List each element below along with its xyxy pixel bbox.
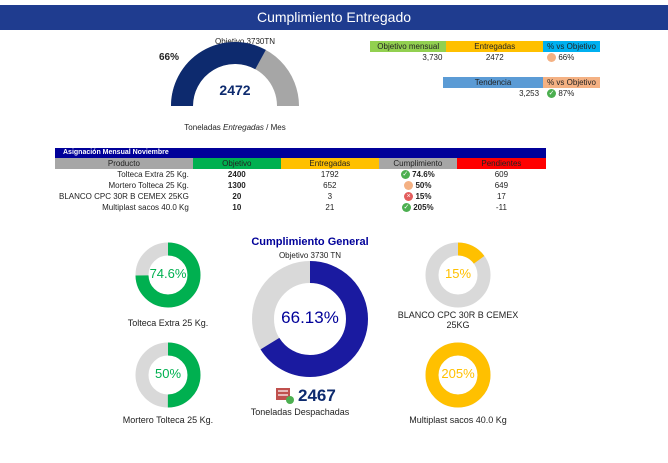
trend-table: Tendencia % vs Objetivo 3,253 ✓ 87% xyxy=(443,77,600,99)
general-value: 2467 xyxy=(298,386,336,405)
gauge-objective-label: Objetivo 3730TN xyxy=(214,37,276,46)
check-status-icon: ✓ xyxy=(547,89,557,99)
gauge-value-arc xyxy=(171,42,266,107)
trend-header: Tendencia xyxy=(443,77,544,88)
donut-tolteca-extra-pct: 74.6% xyxy=(149,266,187,281)
general-objective-label: Objetivo 3730 TN xyxy=(278,251,342,260)
page-title: Cumplimiento Entregado xyxy=(256,9,412,25)
page-banner: Cumplimiento Entregado xyxy=(0,5,668,30)
table-row: Multiplast sacos 40.0 Kg 10 21 ✓ 205% -11 xyxy=(55,202,546,213)
product-pending: -11 xyxy=(495,203,507,212)
product-name: Multiplast sacos 40.0 Kg xyxy=(102,203,189,212)
col-header-compliance: Cumplimiento xyxy=(378,158,457,169)
assignment-table: Producto Objetivo Entregadas Cumplimient… xyxy=(55,158,546,213)
donut-mortero-pct: 50% xyxy=(154,366,182,381)
trend-pct-value: 87% xyxy=(558,89,575,98)
donut-tolteca-extra xyxy=(135,242,201,308)
table-row: Mortero Tolteca 25 Kg. 1300 652 50% 649 xyxy=(55,180,546,191)
product-delivered: 3 xyxy=(327,192,333,201)
product-name: Mortero Tolteca 25 Kg. xyxy=(108,181,189,190)
product-pending: 609 xyxy=(494,170,509,179)
general-donut-chart xyxy=(252,261,368,377)
gauge-caption-pre: Toneladas xyxy=(184,123,223,132)
product-pct: 50% xyxy=(415,181,432,190)
table-row: BLANCO CPC 30R B CEMEX 25KG 20 3 × 15% 17 xyxy=(55,191,546,202)
col-header-pending: Pendientes xyxy=(456,158,546,169)
summary-delivered-value: 2472 xyxy=(485,53,504,62)
trend-value: 3,253 xyxy=(519,89,540,98)
summary-objective-value: 3,730 xyxy=(422,53,443,62)
col-header-objective: Objetivo xyxy=(192,158,281,169)
gauge-value: 2472 xyxy=(219,82,251,98)
product-name: Tolteca Extra 25 Kg. xyxy=(117,170,189,179)
summary-header-objective: Objetivo mensual xyxy=(370,41,447,52)
col-header-product: Producto xyxy=(55,158,193,169)
product-objective: 2400 xyxy=(227,170,246,179)
gauge-caption: Toneladas Entregadas / Mes xyxy=(172,123,298,132)
trend-pct-header: % vs Objetivo xyxy=(543,77,600,88)
donut-blanco-label-line1: BLANCO CPC 30R B CEMEX xyxy=(397,310,519,320)
product-pending: 17 xyxy=(496,192,506,201)
col-header-delivered: Entregadas xyxy=(280,158,379,169)
product-delivered: 652 xyxy=(323,181,337,190)
donut-value-arc xyxy=(425,242,491,308)
summary-table: Objetivo mensual Entregadas % vs Objetiv… xyxy=(370,41,600,63)
truck-report-icon xyxy=(276,388,294,404)
summary-header-pct: % vs Objetivo xyxy=(543,41,600,52)
donut-value-arc xyxy=(135,242,201,308)
product-delivered: 21 xyxy=(325,203,335,212)
gauge-chart xyxy=(171,42,299,107)
donut-multiplast-label: Multiplast sacos 40.0 Kg xyxy=(409,415,507,425)
donut-blanco-pct: 15% xyxy=(444,266,472,281)
summary-header-delivered: Entregadas xyxy=(446,41,544,52)
product-objective: 1300 xyxy=(227,181,246,190)
product-objective: 20 xyxy=(232,192,242,201)
donut-blanco-label: BLANCO CPC 30R B CEMEX 25KG xyxy=(378,310,538,330)
error-status-icon: × xyxy=(404,192,414,202)
donut-mortero xyxy=(135,342,201,408)
donut-tolteca-extra-label: Tolteca Extra 25 Kg. xyxy=(127,318,209,328)
donut-value-arc xyxy=(135,342,201,408)
donut-mortero-label: Mortero Tolteca 25 Kg. xyxy=(122,415,214,425)
table-row: Tolteca Extra 25 Kg. 2400 1792 ✓ 74.6% 609 xyxy=(55,169,546,180)
check-status-icon: ✓ xyxy=(401,203,411,213)
gauge-percent-label: 66% xyxy=(159,52,180,63)
check-status-icon: ✓ xyxy=(400,170,410,180)
warning-status-icon xyxy=(547,53,557,63)
product-name: BLANCO CPC 30R B CEMEX 25KG xyxy=(59,192,189,201)
general-title: Cumplimiento General xyxy=(251,236,369,248)
assignment-title: Asignación Mensual Noviembre xyxy=(55,148,546,158)
product-pending: 649 xyxy=(494,181,509,190)
donut-blanco xyxy=(425,242,491,308)
product-pct: 74.6% xyxy=(412,170,435,179)
product-delivered: 1792 xyxy=(320,170,339,179)
general-percent-label: 66.13% xyxy=(281,308,339,327)
donut-multiplast-pct: 205% xyxy=(441,366,475,381)
general-caption: Toneladas Despachadas xyxy=(250,407,350,417)
donut-value-arc xyxy=(425,342,491,408)
gauge-caption-em: Entregadas xyxy=(223,123,264,132)
warning-status-icon xyxy=(404,181,414,191)
donut-multiplast xyxy=(425,342,491,408)
product-pct: 15% xyxy=(415,192,432,201)
donut-blanco-label-line2: 25KG xyxy=(446,320,470,330)
product-pct: 205% xyxy=(413,203,434,212)
gauge-caption-post: / Mes xyxy=(263,123,286,132)
product-objective: 10 xyxy=(232,203,242,212)
summary-pct-value: 66% xyxy=(558,53,575,62)
general-donut-value xyxy=(252,261,368,377)
